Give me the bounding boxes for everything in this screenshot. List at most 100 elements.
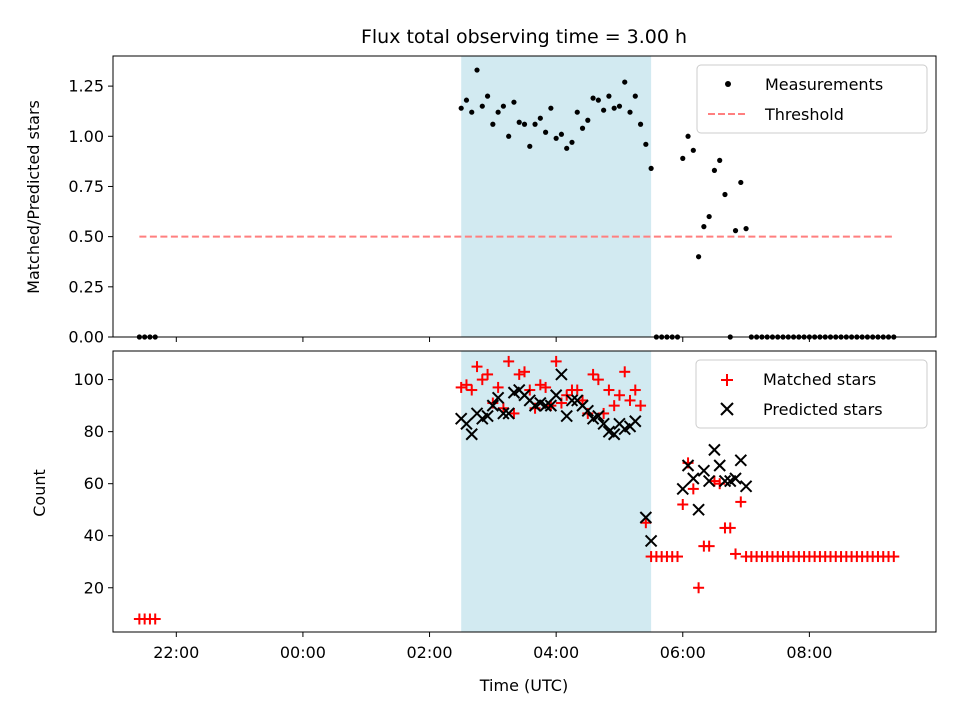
y-tick-label: 0.25 <box>68 277 104 296</box>
matched-stars-point <box>519 366 530 378</box>
measurement-point <box>706 213 712 220</box>
predicted-stars-point <box>544 399 558 412</box>
matched-stars-point <box>455 381 467 393</box>
legend-label-predicted-stars: Predicted stars <box>763 400 883 419</box>
top-y-axis-label: Matched/Predicted stars <box>24 100 43 294</box>
y-tick-label: 0.50 <box>68 227 104 246</box>
predicted-stars-point <box>629 415 642 428</box>
top-panel: Flux total observing time = 3.00 h Match… <box>24 26 937 347</box>
y-tick-label: 40 <box>84 526 104 545</box>
measurement-point <box>648 165 654 171</box>
predicted-stars-point <box>739 480 753 493</box>
measurement-point <box>521 121 528 127</box>
legend-marker-measurements <box>725 81 731 87</box>
bottom-plot-frame <box>112 350 937 633</box>
matched-stars-point <box>149 613 161 625</box>
matched-stars-point <box>460 379 472 391</box>
predicted-stars-point <box>592 409 605 423</box>
measurement-point <box>532 121 538 127</box>
measurement-point <box>574 109 580 115</box>
measurement-point <box>732 228 739 234</box>
bottom-legend: Matched stars Predicted stars <box>695 359 928 429</box>
measurement-point <box>543 129 549 135</box>
matched-stars-point <box>492 381 504 393</box>
measurement-point <box>680 155 686 161</box>
matched-stars-point <box>730 548 742 560</box>
measurement-point <box>564 145 570 151</box>
matched-stars-point <box>482 368 494 380</box>
predicted-stars-point <box>481 409 494 423</box>
matched-stars-point <box>703 540 715 552</box>
matched-stars-point <box>687 483 699 495</box>
legend-marker-matched-stars <box>721 374 733 386</box>
predicted-stars-point <box>581 404 595 418</box>
predicted-stars-point <box>565 394 579 407</box>
predicted-stars-point <box>555 368 568 381</box>
measurement-point <box>527 143 533 149</box>
measurement-point <box>695 254 702 260</box>
measurement-point <box>643 141 649 147</box>
measurement-point <box>484 93 491 99</box>
y-tick-label: 80 <box>84 422 104 441</box>
measurement-point <box>606 93 612 99</box>
measurement-point <box>595 97 601 103</box>
bottom-x-ticks: 22:00 00:00 02:00 04:00 06:00 08:00 <box>153 632 832 662</box>
measurement-point <box>511 99 517 105</box>
predicted-stars-point <box>718 474 732 488</box>
predicted-stars-point <box>491 391 505 405</box>
predicted-stars-point <box>692 503 705 516</box>
predicted-stars-point <box>708 443 721 457</box>
top-y-ticks: 0.00 0.25 0.50 0.75 1.00 1.25 <box>68 77 113 347</box>
measurement-point <box>474 67 480 73</box>
matched-stars-point <box>540 381 552 393</box>
measurement-point <box>637 121 644 127</box>
measurement-point <box>711 167 718 174</box>
predicted-stars-series <box>454 368 753 548</box>
predicted-stars-point <box>702 474 716 488</box>
legend-label-matched-stars: Matched stars <box>763 370 876 389</box>
measurement-point <box>616 103 623 109</box>
measurement-point <box>627 109 633 115</box>
bottom-y-ticks: 20 40 60 80 100 <box>73 370 113 597</box>
x-axis-label: Time (UTC) <box>479 676 568 695</box>
measurement-point <box>738 179 744 186</box>
y-tick-label: 0.75 <box>68 177 104 196</box>
matched-stars-point <box>635 400 647 412</box>
y-tick-label: 20 <box>84 578 104 597</box>
matched-stars-point <box>624 394 636 406</box>
y-tick-label: 100 <box>73 370 104 389</box>
predicted-stars-point <box>687 472 700 485</box>
measurement-point <box>495 109 501 115</box>
matched-stars-point <box>629 384 641 396</box>
measurement-point <box>701 224 707 230</box>
x-tick-label: 22:00 <box>153 643 199 662</box>
matched-stars-point <box>476 374 488 386</box>
predicted-stars-point <box>676 482 689 496</box>
predicted-stars-point <box>502 407 515 420</box>
top-shaded-region <box>461 56 652 337</box>
bottom-y-axis-label: Count <box>30 469 49 517</box>
top-plot-frame <box>112 55 937 338</box>
measurement-point <box>469 109 475 115</box>
measurement-point <box>585 117 591 123</box>
matched-stars-point <box>592 374 604 386</box>
matched-stars-point <box>577 394 589 406</box>
matched-stars-point <box>508 407 520 419</box>
legend-label-threshold: Threshold <box>764 105 844 124</box>
measurement-point <box>458 105 464 111</box>
matched-stars-point <box>724 522 736 534</box>
measurement-point <box>463 97 470 103</box>
matched-stars-point <box>587 368 599 380</box>
predicted-stars-point <box>713 459 726 472</box>
predicted-stars-point <box>644 534 658 548</box>
matched-stars-point <box>888 551 900 563</box>
matched-stars-point <box>735 496 747 508</box>
matched-stars-point <box>513 368 525 380</box>
matched-stars-point <box>603 384 615 396</box>
matched-stars-point <box>534 379 546 391</box>
x-tick-label: 00:00 <box>280 643 326 662</box>
predicted-stars-point <box>639 511 653 524</box>
measurement-point <box>601 107 607 113</box>
matched-stars-point <box>466 384 478 396</box>
